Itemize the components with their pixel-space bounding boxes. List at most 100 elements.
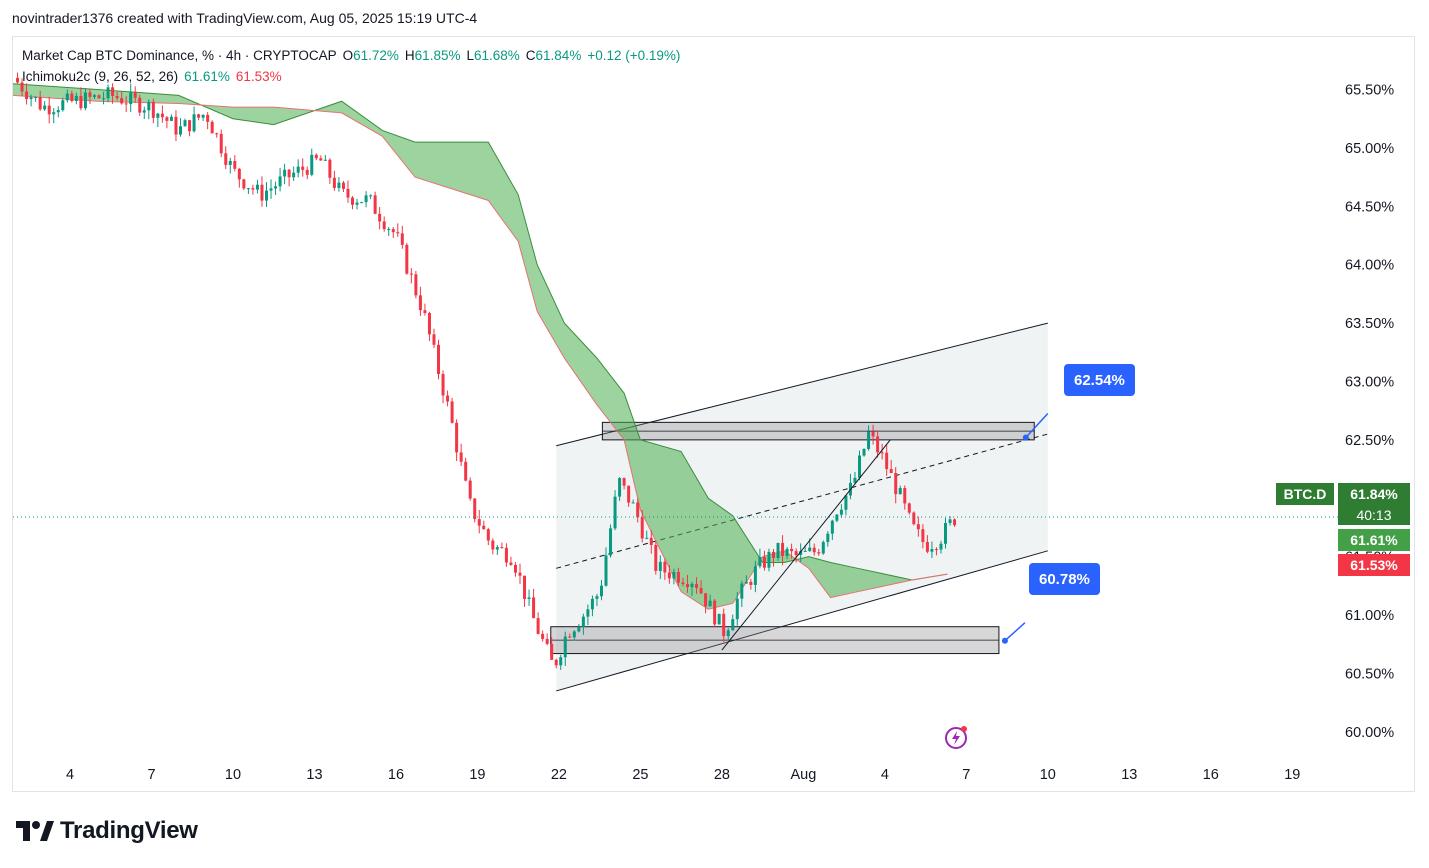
channel-mid-line [556, 433, 1048, 569]
candle-body [260, 184, 264, 201]
lightning-icon[interactable] [944, 724, 970, 750]
candle-body [310, 154, 314, 175]
lower-callout-pointer [1004, 622, 1026, 642]
candle-body [753, 566, 757, 585]
candle-body [744, 581, 748, 584]
candle-body [332, 177, 336, 188]
candle-body [147, 101, 151, 111]
candle-body [627, 485, 631, 503]
upper-target-callout[interactable]: 62.54% [1064, 364, 1135, 396]
candle-body [934, 549, 938, 551]
candle-body [577, 627, 581, 632]
y-tick-label: 60.00% [1345, 725, 1394, 741]
candle-body [138, 97, 142, 113]
symbol-tag: BTC.D [1276, 483, 1334, 505]
candle-body [495, 547, 499, 550]
ohlc-high: H61.85% [404, 48, 461, 63]
x-tick-label: 10 [1040, 767, 1056, 783]
x-tick-label: 13 [1121, 767, 1137, 783]
ichimoku-cloud [13, 83, 948, 610]
candle-body [704, 593, 708, 607]
y-tick-label: 63.00% [1345, 374, 1394, 390]
candle-body [713, 600, 717, 625]
candle-body [455, 422, 459, 453]
candle-body [341, 182, 345, 189]
chart-canvas[interactable]: 65.50% 65.00% 64.50% 64.00% 63.50% 63.00% 62.5… [13, 37, 1416, 793]
candle-body [151, 101, 155, 118]
chart-legend: Market Cap BTC Dominance, % · 4h · CRYPT… [22, 45, 680, 87]
candle-body [188, 120, 192, 132]
candle-body [523, 575, 527, 600]
y-tick-label: 62.50% [1345, 433, 1394, 449]
candle-body [749, 581, 753, 585]
legend-symbol-row[interactable]: Market Cap BTC Dominance, % · 4h · CRYPT… [22, 45, 680, 66]
candle-body [622, 478, 626, 486]
candle-body [695, 583, 699, 589]
candle-body [572, 631, 576, 638]
candle-body [391, 229, 395, 233]
tradingview-logo[interactable]: TradingView [14, 817, 198, 845]
candle-body [446, 395, 450, 402]
symbol-title: Market Cap BTC Dominance, % · 4h · CRYPT… [22, 48, 337, 63]
candle-body [758, 557, 762, 567]
candle-body [826, 533, 830, 542]
candle-body [441, 374, 445, 396]
candle-body [925, 541, 929, 552]
candle-body [364, 195, 368, 203]
candle-body [215, 133, 219, 135]
candle-body [858, 455, 862, 478]
candle-body [305, 169, 309, 175]
candle-body [47, 105, 51, 115]
candle-body [337, 182, 341, 188]
candle-body [690, 583, 694, 588]
price-change: +0.12 (+0.19%) [587, 48, 681, 63]
candle-body [486, 529, 490, 541]
candle-body [56, 110, 60, 113]
x-tick-label: 22 [551, 767, 567, 783]
candle-body [192, 114, 196, 132]
candle-body [237, 168, 241, 180]
span-b-tag: 61.53% [1338, 554, 1410, 576]
candle-body [378, 213, 382, 222]
lower-target-callout[interactable]: 60.78% [1029, 563, 1100, 595]
candle-body [382, 221, 386, 230]
candle-body [274, 186, 278, 189]
candle-body [536, 618, 540, 634]
candle-body [830, 520, 834, 534]
candle-body [242, 179, 246, 189]
candle-body [541, 633, 545, 639]
candle-body [767, 551, 771, 568]
candle-body [581, 616, 585, 628]
candle-body [74, 95, 78, 101]
y-tick-label: 63.50% [1345, 316, 1394, 332]
x-tick-label: Aug [790, 767, 816, 783]
candle-body [812, 547, 816, 553]
x-tick-label: 25 [632, 767, 648, 783]
chart-pane[interactable]: 65.50% 65.00% 64.50% 64.00% 63.50% 63.00% 62.5… [12, 36, 1415, 792]
candle-body [717, 613, 721, 625]
x-tick-label: 13 [306, 767, 322, 783]
candle-body [504, 547, 508, 563]
candle-body [889, 469, 893, 474]
candle-body [799, 551, 803, 556]
candle-body [473, 498, 477, 520]
candle-body [427, 313, 431, 335]
candle-body [586, 609, 590, 617]
candle-body [201, 114, 205, 118]
ohlc-close: C61.84% [525, 48, 582, 63]
candle-body [554, 659, 558, 666]
candle-body [527, 597, 531, 600]
candle-body [269, 188, 273, 191]
candle-body [301, 166, 305, 170]
candle-body [916, 524, 920, 530]
candle-body [898, 488, 902, 495]
candle-body [726, 630, 730, 637]
candle-body [355, 202, 359, 205]
x-tick-label: 16 [1203, 767, 1219, 783]
candle-body [418, 295, 422, 311]
candle-body [790, 548, 794, 552]
candle-body [609, 528, 613, 556]
candle-body [821, 541, 825, 554]
legend-indicator-row[interactable]: Ichimoku2c (9, 26, 52, 26) 61.61% 61.53% [22, 66, 680, 87]
candle-body [346, 188, 350, 198]
